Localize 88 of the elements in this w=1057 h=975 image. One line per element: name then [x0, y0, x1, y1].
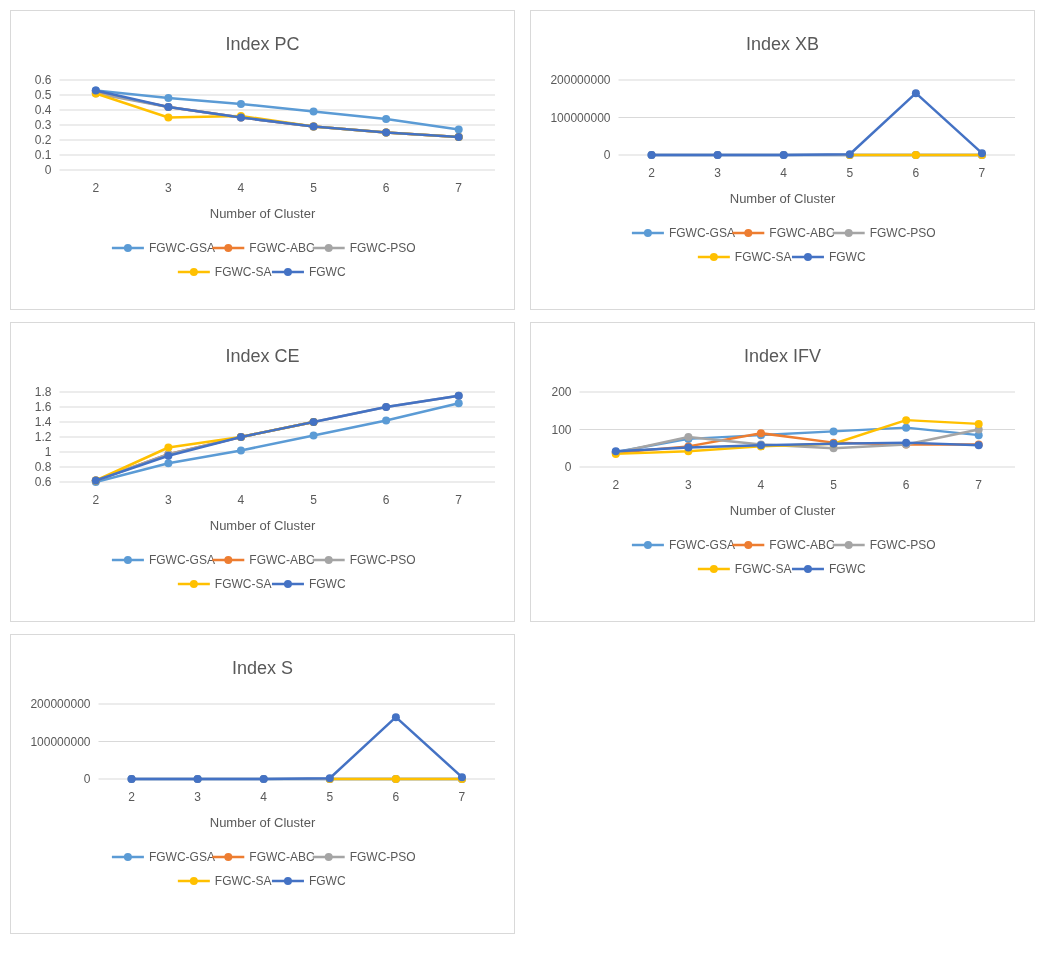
y-tick-label: 0.2 [34, 133, 52, 148]
x-tick-label: 4 [757, 478, 765, 492]
x-tick-label: 4 [780, 166, 788, 180]
x-tick-label: 2 [648, 166, 656, 180]
x-tick-label: 7 [455, 493, 463, 507]
x-tick-label: 4 [237, 493, 245, 507]
x-tick-label: 5 [846, 166, 854, 180]
y-tick-label: 200000000 [30, 697, 91, 712]
x-tick-label: 6 [382, 493, 390, 507]
legend-label: FGWC [828, 250, 866, 265]
x-tick-label: 2 [92, 493, 100, 507]
x-tick-label: 5 [310, 181, 318, 195]
y-tick-label: 100000000 [30, 734, 91, 749]
y-tick-label: 200000000 [550, 73, 611, 88]
y-tick-label: 200 [551, 385, 572, 400]
x-tick-label: 6 [912, 166, 920, 180]
legend-label: FGWC-GSA [148, 241, 215, 256]
y-tick-label: 1.6 [34, 400, 52, 415]
y-tick-label: 0.5 [34, 88, 52, 103]
legend-label: FGWC-GSA [148, 553, 215, 568]
legend-label: FGWC-SA [214, 265, 272, 280]
x-tick-label: 6 [902, 478, 910, 492]
y-tick-label: 0.6 [34, 475, 52, 490]
legend-label: FGWC [308, 265, 346, 280]
chart-title: Index PC [225, 34, 300, 54]
legend-label: FGWC-SA [214, 874, 272, 889]
y-tick-label: 0 [83, 772, 91, 787]
y-tick-label: 1 [44, 445, 52, 460]
chart-title: Index IFV [743, 346, 822, 366]
legend-label: FGWC [308, 577, 346, 592]
y-tick-label: 1.8 [34, 385, 52, 400]
x-tick-label: 5 [310, 493, 318, 507]
x-tick-label: 3 [194, 790, 202, 804]
x-axis-title: Number of Cluster [209, 206, 316, 221]
chart-title: Index S [231, 658, 294, 678]
x-tick-label: 3 [165, 181, 173, 195]
legend-label: FGWC-ABC [249, 553, 315, 568]
y-tick-label: 0.3 [34, 118, 52, 133]
x-tick-label: 5 [326, 790, 334, 804]
x-tick-label: 6 [382, 181, 390, 195]
legend-label: FGWC-PSO [349, 850, 416, 865]
x-tick-label: 3 [685, 478, 693, 492]
x-axis-title: Number of Cluster [729, 503, 836, 518]
x-axis-title: Number of Cluster [209, 518, 316, 533]
legend-label: FGWC-PSO [869, 226, 936, 241]
legend-label: FGWC-PSO [349, 553, 416, 568]
x-tick-label: 4 [237, 181, 245, 195]
y-tick-label: 0 [603, 148, 611, 163]
legend-label: FGWC [308, 874, 346, 889]
y-tick-label: 0.6 [34, 73, 52, 88]
legend-label: FGWC-PSO [869, 538, 936, 553]
y-tick-label: 0 [44, 163, 52, 178]
x-tick-label: 3 [714, 166, 722, 180]
x-axis-title: Number of Cluster [209, 815, 316, 830]
x-tick-label: 3 [165, 493, 173, 507]
y-tick-label: 0.4 [34, 103, 52, 118]
legend-label: FGWC-GSA [668, 538, 735, 553]
legend-label: FGWC-ABC [769, 538, 835, 553]
x-tick-label: 2 [612, 478, 620, 492]
x-tick-label: 4 [260, 790, 268, 804]
chart-title: Index XB [745, 34, 820, 54]
legend-label: FGWC-PSO [349, 241, 416, 256]
y-tick-label: 1.4 [34, 415, 52, 430]
legend-label: FGWC [828, 562, 866, 577]
x-tick-label: 5 [830, 478, 838, 492]
x-tick-label: 7 [458, 790, 466, 804]
legend-label: FGWC-ABC [249, 850, 315, 865]
legend-label: FGWC-GSA [668, 226, 735, 241]
x-tick-label: 7 [975, 478, 983, 492]
legend-label: FGWC-SA [734, 250, 792, 265]
y-tick-label: 0.8 [34, 460, 52, 475]
y-tick-label: 0 [564, 460, 572, 475]
y-tick-label: 0.1 [34, 148, 52, 163]
x-tick-label: 2 [128, 790, 136, 804]
x-tick-label: 7 [455, 181, 463, 195]
x-axis-title: Number of Cluster [729, 191, 836, 206]
legend-label: FGWC-SA [734, 562, 792, 577]
legend-label: FGWC-ABC [769, 226, 835, 241]
legend-label: FGWC-GSA [148, 850, 215, 865]
y-tick-label: 100 [551, 422, 572, 437]
x-tick-label: 2 [92, 181, 100, 195]
x-tick-label: 7 [978, 166, 986, 180]
y-tick-label: 100000000 [550, 110, 611, 125]
y-tick-label: 1.2 [34, 430, 52, 445]
legend-label: FGWC-SA [214, 577, 272, 592]
chart-title: Index CE [225, 346, 300, 366]
legend-label: FGWC-ABC [249, 241, 315, 256]
x-tick-label: 6 [392, 790, 400, 804]
